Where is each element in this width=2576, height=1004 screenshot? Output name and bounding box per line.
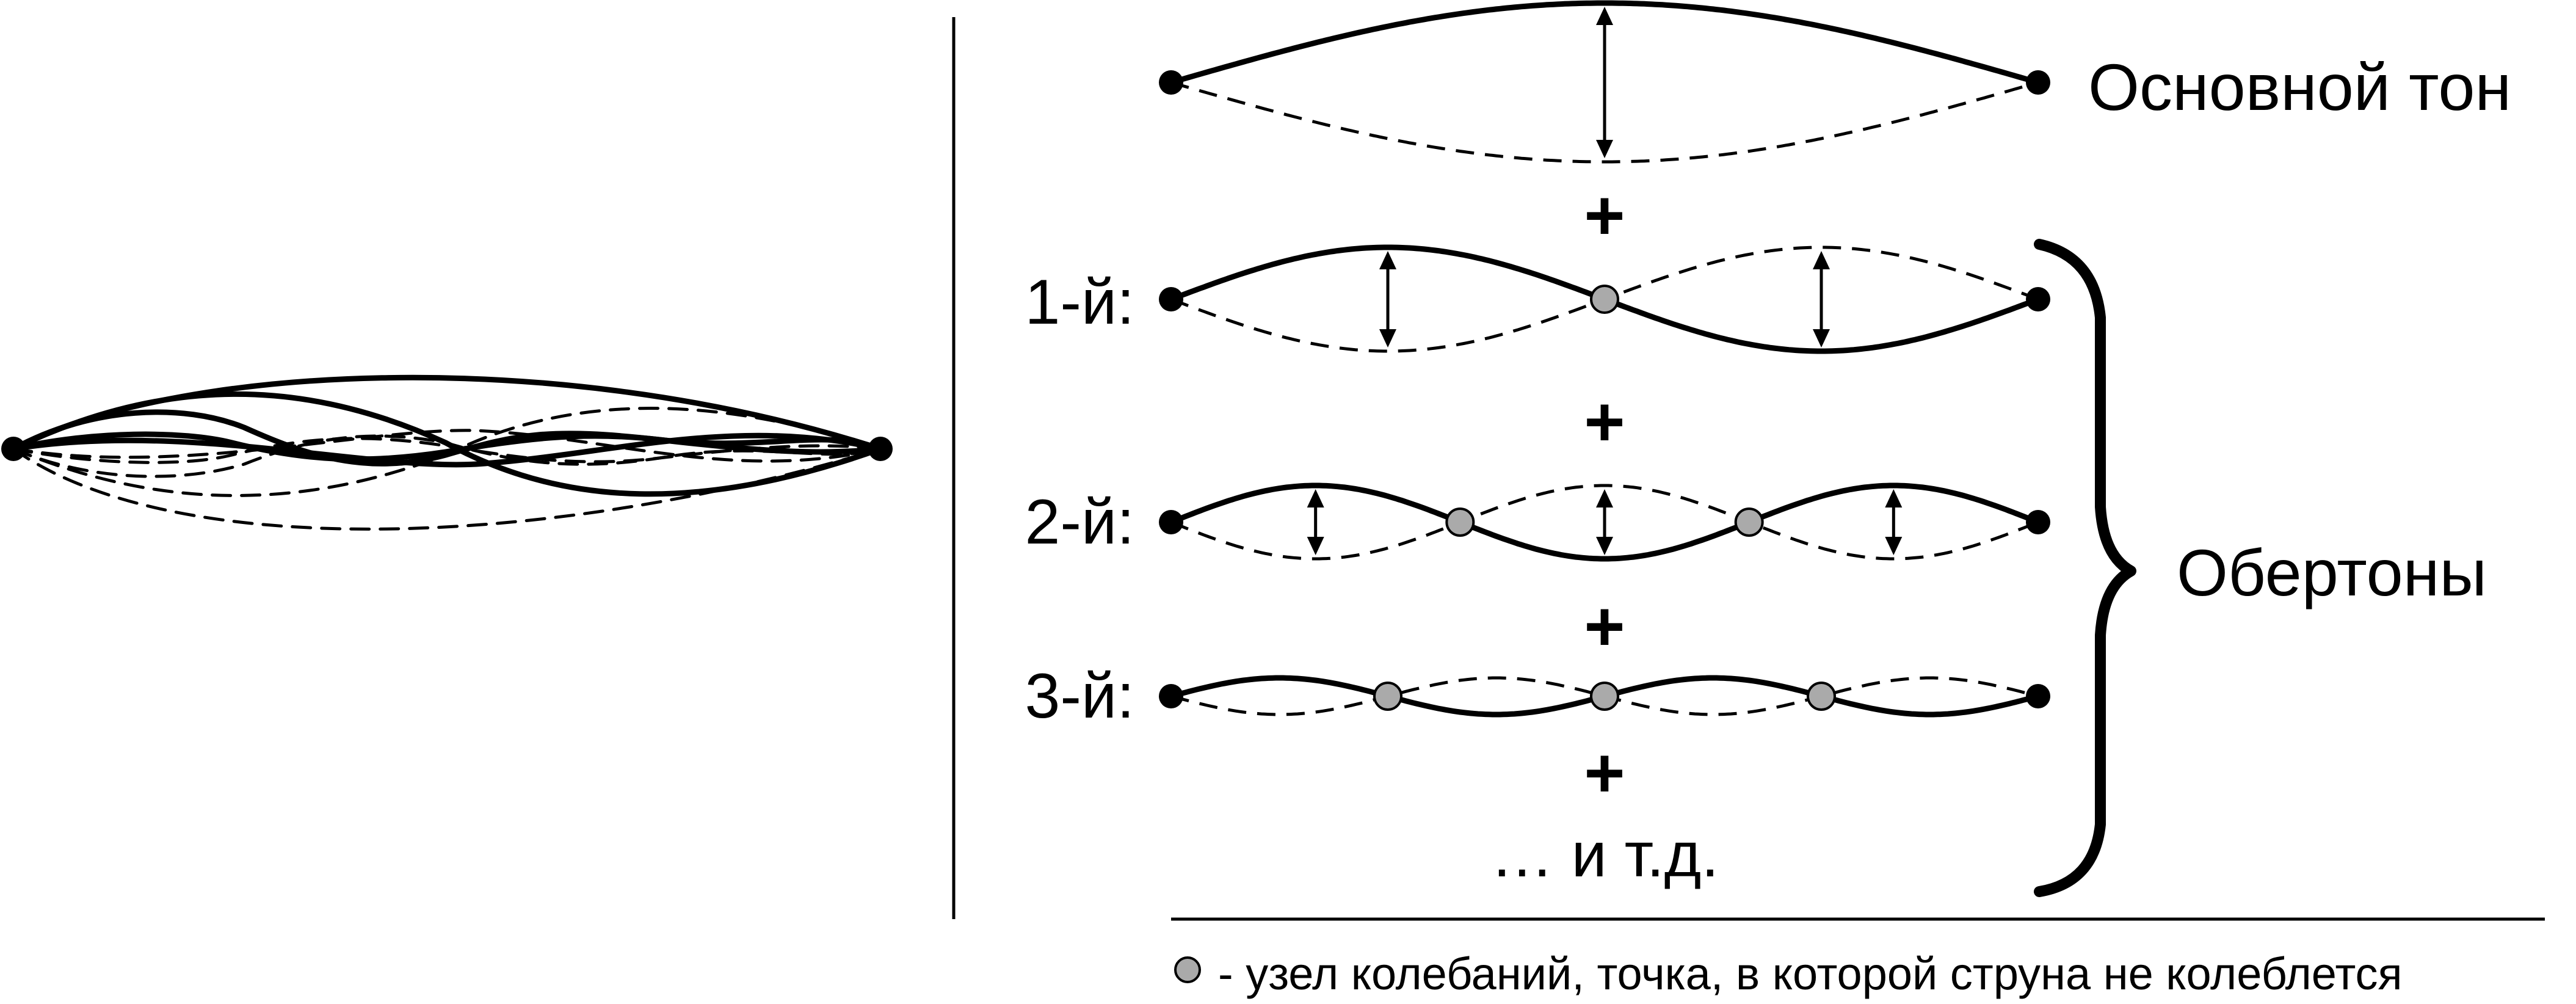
string-end-left xyxy=(1159,684,1183,708)
arrow-head-down xyxy=(1596,140,1613,158)
plus-sign: + xyxy=(1584,176,1625,255)
string-end-right xyxy=(2026,684,2050,708)
overtones-brace xyxy=(2034,239,2136,897)
string-end-left xyxy=(1159,70,1183,95)
harmonic-1-label: 1-й: xyxy=(1025,267,1134,338)
string-end-right xyxy=(2026,70,2050,95)
arrow-head-down xyxy=(1885,537,1903,555)
combined-dashed-curve xyxy=(12,447,882,531)
vibration-node xyxy=(1445,507,1475,537)
string-end-right xyxy=(2026,510,2050,534)
harmonic-3-label: 3-й: xyxy=(1025,661,1134,732)
fundamental-label: Основной тон xyxy=(2088,50,2511,124)
arrow-head-down xyxy=(1596,537,1613,555)
arrow-head-up xyxy=(1307,489,1324,507)
arrow-head-up xyxy=(1885,489,1903,507)
arrow-head-up xyxy=(1379,251,1396,269)
string-end-right xyxy=(2026,287,2050,311)
string-end-left xyxy=(1159,510,1183,534)
vibration-node xyxy=(1373,682,1402,711)
legend-text: - узел колебаний, точка, в которой струн… xyxy=(1218,948,2403,999)
vibration-node xyxy=(1807,682,1836,711)
arrow-head-down xyxy=(1379,329,1396,347)
mode-1-solid-curve xyxy=(1168,0,2041,85)
mode-3-solid-curve xyxy=(1168,482,2041,562)
plus-sign: + xyxy=(1584,383,1625,461)
arrow-head-up xyxy=(1596,489,1613,507)
combined-vibration-sketch xyxy=(1,374,893,531)
right-string-end xyxy=(868,437,893,461)
arrow-head-up xyxy=(1813,251,1830,269)
vibration-node xyxy=(1734,507,1764,537)
plus-sign: + xyxy=(1584,587,1625,666)
harmonic-2-label: 2-й: xyxy=(1025,487,1134,558)
vibration-node xyxy=(1590,285,1619,314)
mode-3-dashed-curve xyxy=(1170,484,2039,561)
arrow-head-down xyxy=(1307,537,1324,555)
left-string-end xyxy=(1,437,26,461)
mode-1-dashed-curve xyxy=(1170,81,2039,164)
etc-label: … и т.д. xyxy=(1490,820,1719,890)
plus-sign: + xyxy=(1584,734,1625,812)
combined-dashed-curve xyxy=(12,407,882,497)
combined-solid-curve xyxy=(10,432,883,468)
combined-dashed-curve xyxy=(12,434,882,478)
combined-dashed-curve xyxy=(12,437,882,464)
arrow-head-down xyxy=(1813,329,1830,347)
node-legend-icon xyxy=(1174,956,1201,983)
arrow-head-up xyxy=(1596,7,1613,25)
combined-dashed-curve xyxy=(12,429,882,463)
overtones-label: Обертоны xyxy=(2177,536,2487,609)
string-end-left xyxy=(1159,287,1183,311)
modes-group xyxy=(1159,0,2050,718)
vibration-node xyxy=(1590,682,1619,711)
